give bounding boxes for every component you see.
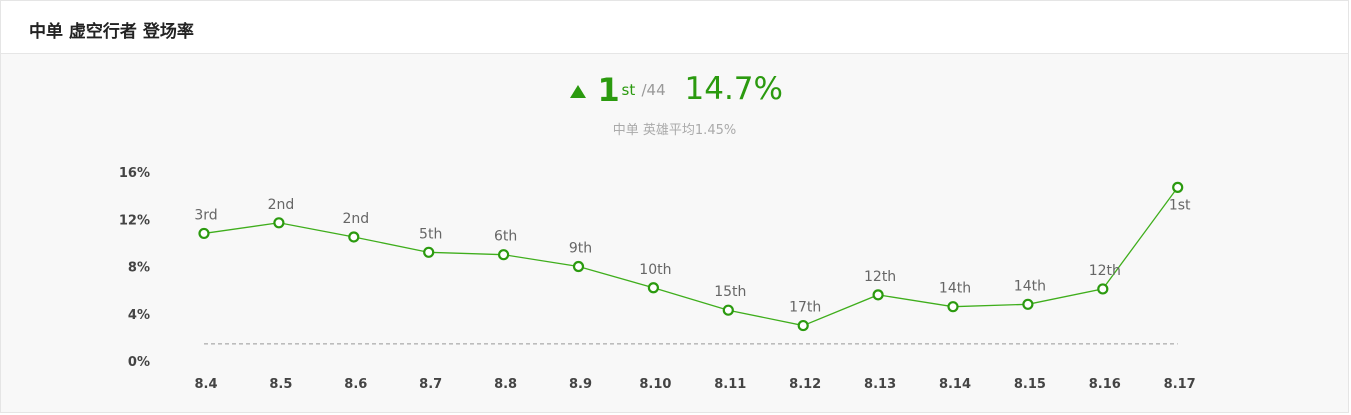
x-tick-label: 8.13 — [864, 377, 896, 392]
y-tick-label: 12% — [119, 213, 150, 228]
series-line — [203, 186, 1179, 327]
data-point — [273, 217, 285, 229]
data-point — [1172, 181, 1184, 193]
rank-number: 1 — [597, 71, 620, 109]
data-label: 14th — [1014, 278, 1046, 294]
data-label: 1st — [1169, 197, 1191, 213]
rank-suffix: st — [621, 81, 636, 99]
data-label: 12th — [1089, 263, 1121, 279]
data-label: 12th — [864, 269, 896, 285]
data-point — [198, 227, 210, 240]
panel-title: 中单 虚空行者 登场率 — [29, 22, 194, 42]
data-point — [1022, 298, 1034, 310]
data-label: 9th — [569, 241, 592, 257]
data-label: 5th — [419, 226, 442, 242]
rank-summary-inner: 1 st /44 14.7% — [569, 69, 783, 113]
data-label: 17th — [789, 300, 821, 316]
x-tick-label: 8.17 — [1164, 377, 1196, 392]
y-tick-label: 0% — [128, 355, 150, 370]
data-point — [423, 246, 435, 258]
up-arrow-icon — [569, 85, 586, 98]
data-label: 6th — [494, 229, 517, 245]
data-label: 2nd — [268, 197, 295, 213]
x-tick-label: 8.11 — [714, 377, 746, 392]
rank-total: /44 — [641, 81, 666, 99]
data-point — [572, 260, 585, 273]
data-label: 3rd — [194, 207, 217, 223]
data-point — [722, 304, 734, 316]
y-tick-label: 16% — [119, 166, 150, 181]
x-tick-label: 8.6 — [344, 377, 367, 392]
x-tick-label: 8.8 — [494, 377, 517, 392]
y-tick-label: 4% — [128, 308, 150, 323]
data-point — [498, 249, 510, 261]
x-tick-label: 8.10 — [639, 377, 671, 392]
x-tick-label: 8.15 — [1014, 377, 1046, 392]
panel-header: 中单 虚空行者 登场率 — [1, 1, 1348, 54]
data-point — [348, 231, 360, 243]
data-label: 10th — [639, 262, 671, 278]
data-point — [947, 301, 959, 313]
x-tick-label: 8.16 — [1089, 377, 1121, 392]
data-point — [1097, 283, 1109, 295]
usage-rate-value: 14.7% — [684, 71, 783, 107]
data-point — [872, 289, 884, 301]
data-point — [797, 319, 809, 332]
data-label: 14th — [939, 281, 971, 297]
x-tick-label: 8.5 — [269, 377, 292, 392]
x-tick-label: 8.4 — [194, 377, 217, 392]
x-tick-label: 8.12 — [789, 377, 821, 392]
data-label: 15th — [714, 284, 746, 300]
x-tick-label: 8.14 — [939, 377, 971, 392]
rank-summary: 1 st /44 14.7% — [1, 69, 1348, 113]
x-tick-label: 8.7 — [419, 377, 442, 392]
x-tick-label: 8.9 — [569, 377, 592, 392]
average-note: 中单 英雄平均1.45% — [612, 123, 737, 138]
data-point — [647, 282, 660, 294]
y-tick-label: 8% — [128, 261, 150, 276]
data-label: 2nd — [342, 211, 369, 227]
